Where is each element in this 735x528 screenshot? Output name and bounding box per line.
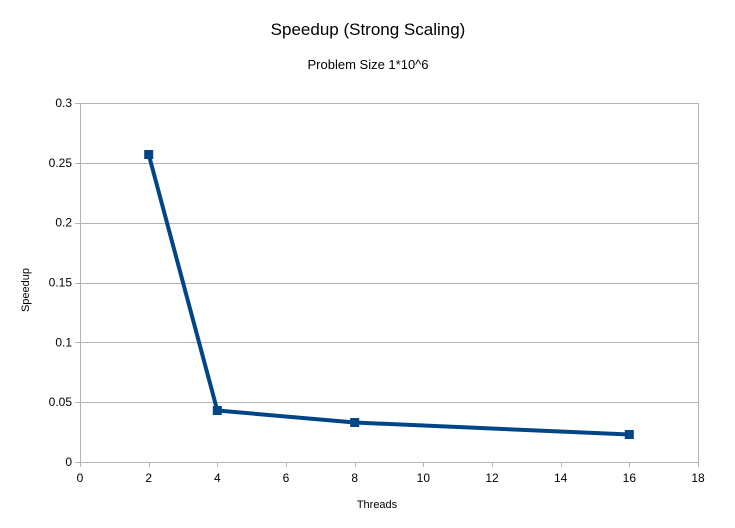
y-tick-labels: 0 0.05 0.1 0.15 0.2 0.25 0.3	[49, 96, 73, 469]
data-point-marker	[624, 430, 634, 439]
x-tick-label: 14	[554, 471, 568, 485]
x-tick-label: 0	[77, 471, 84, 485]
x-axis-label: Threads	[357, 499, 398, 511]
x-tick-label: 16	[623, 471, 637, 485]
series-line	[146, 153, 630, 437]
x-tick-label: 12	[485, 471, 499, 485]
data-point-marker	[350, 418, 360, 427]
y-tick-label: 0.05	[49, 395, 73, 409]
y-tick-label: 0.2	[55, 216, 72, 230]
data-point-marker	[212, 406, 222, 415]
y-tick-label: 0.15	[49, 276, 73, 290]
axes	[75, 103, 699, 467]
y-tick-label: 0	[65, 455, 72, 469]
chart-title: Speedup (Strong Scaling)	[271, 20, 466, 39]
x-tick-labels: 0 2 4 6 8 10 12 14 16 18	[77, 471, 705, 485]
chart-subtitle: Problem Size 1*10^6	[308, 57, 429, 72]
y-tick-label: 0.3	[55, 96, 72, 110]
x-tick-label: 2	[145, 471, 152, 485]
y-tick-label: 0.25	[49, 156, 73, 170]
x-tick-label: 6	[283, 471, 290, 485]
x-tick-label: 18	[691, 471, 705, 485]
x-tick-label: 4	[214, 471, 221, 485]
data-point-marker	[144, 150, 154, 159]
y-axis-label: Speedup	[20, 268, 32, 312]
y-tick-label: 0.1	[55, 335, 72, 349]
series	[144, 150, 634, 439]
x-tick-label: 8	[351, 471, 358, 485]
x-tick-label: 10	[417, 471, 431, 485]
